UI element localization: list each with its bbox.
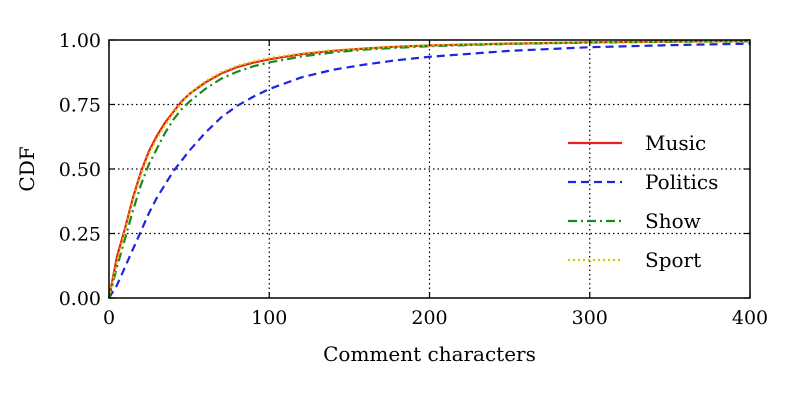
x-tick-label: 0 bbox=[103, 307, 115, 329]
y-tick-label: 0.75 bbox=[59, 95, 101, 117]
series-line-sport bbox=[107, 39, 751, 299]
y-tick-label: 1.00 bbox=[59, 30, 101, 52]
grid-lines bbox=[109, 40, 750, 298]
y-tick-label: 0.50 bbox=[59, 159, 101, 181]
legend-label-sport: Sport bbox=[645, 248, 701, 272]
legend: Music Politics Show Sport bbox=[568, 131, 718, 272]
x-tick-label: 100 bbox=[251, 307, 287, 329]
y-axis-label: CDF bbox=[15, 146, 39, 191]
legend-label-show: Show bbox=[645, 209, 701, 233]
x-tick-label: 200 bbox=[411, 307, 447, 329]
legend-label-music: Music bbox=[645, 131, 706, 155]
axis-ticks: 0 100 200 300 400 0.00 0.25 0.50 0.75 1.00 bbox=[59, 30, 768, 329]
legend-label-politics: Politics bbox=[645, 170, 718, 194]
series-line-politics bbox=[108, 42, 751, 299]
x-tick-label: 400 bbox=[732, 307, 768, 329]
y-tick-label: 0.00 bbox=[59, 288, 101, 310]
y-tick-label: 0.25 bbox=[59, 224, 101, 246]
series-line-show bbox=[107, 40, 751, 299]
x-tick-label: 300 bbox=[572, 307, 608, 329]
x-axis-label: Comment characters bbox=[323, 342, 536, 366]
